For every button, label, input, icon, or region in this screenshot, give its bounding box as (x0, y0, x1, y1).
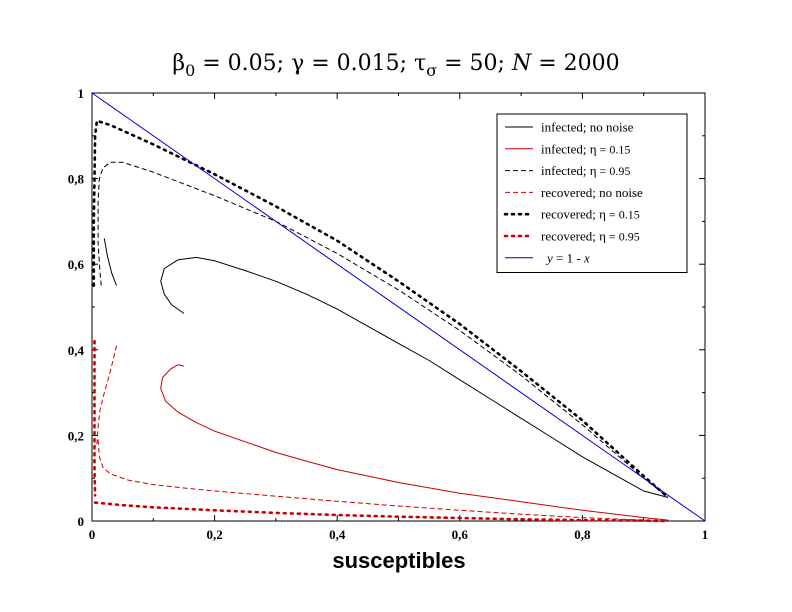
legend-label: infected; no noise (541, 120, 634, 135)
series-line-9 (91, 92, 706, 522)
legend-label: recovered; no noise (541, 185, 643, 200)
x-axis-label: susceptibles (332, 548, 465, 573)
x-tick-label: 1 (702, 527, 709, 542)
series-line-7 (93, 339, 97, 497)
series-line-2 (97, 161, 669, 498)
legend-label: y = 1 - x (545, 250, 590, 265)
x-tick-label: 0,6 (452, 527, 469, 542)
y-tick-label: 1 (78, 86, 85, 101)
x-tick-label: 0,4 (329, 527, 346, 542)
y-tick-label: 0,6 (68, 257, 85, 272)
y-tick-label: 0,8 (68, 172, 85, 187)
x-tick-label: 0,8 (574, 527, 591, 542)
legend-label: infected; η = 0.15 (541, 141, 630, 156)
x-tick-label: 0,2 (206, 527, 222, 542)
series-line-1 (160, 364, 669, 521)
y-tick-label: 0,2 (68, 428, 84, 443)
legend-label: recovered; η = 0.15 (541, 207, 640, 222)
series-line-3 (97, 439, 669, 522)
series-line-6 (96, 345, 117, 445)
legend: infected; no noise infected; η = 0.15 infe… (496, 113, 688, 273)
x-tick-label: 0 (89, 527, 96, 542)
series-line-8 (103, 238, 117, 286)
series-line-4 (92, 119, 670, 499)
series-line-0 (160, 256, 669, 498)
series-group (91, 92, 706, 523)
axis-ticks: 0 0,2 0,4 0,6 0,8 1 0 0,2 0,4 0,6 0,8 1 (68, 86, 709, 542)
chart-title: β0 = 0.05; γ = 0.015; τσ = 50; N = 2000 (172, 51, 619, 80)
legend-label: recovered; η = 0.95 (541, 229, 640, 244)
series-line-5 (93, 501, 670, 523)
y-tick-label: 0 (78, 514, 85, 529)
legend-box (496, 113, 688, 273)
legend-label: infected; η = 0.95 (541, 163, 630, 178)
y-tick-label: 0,4 (68, 343, 85, 358)
